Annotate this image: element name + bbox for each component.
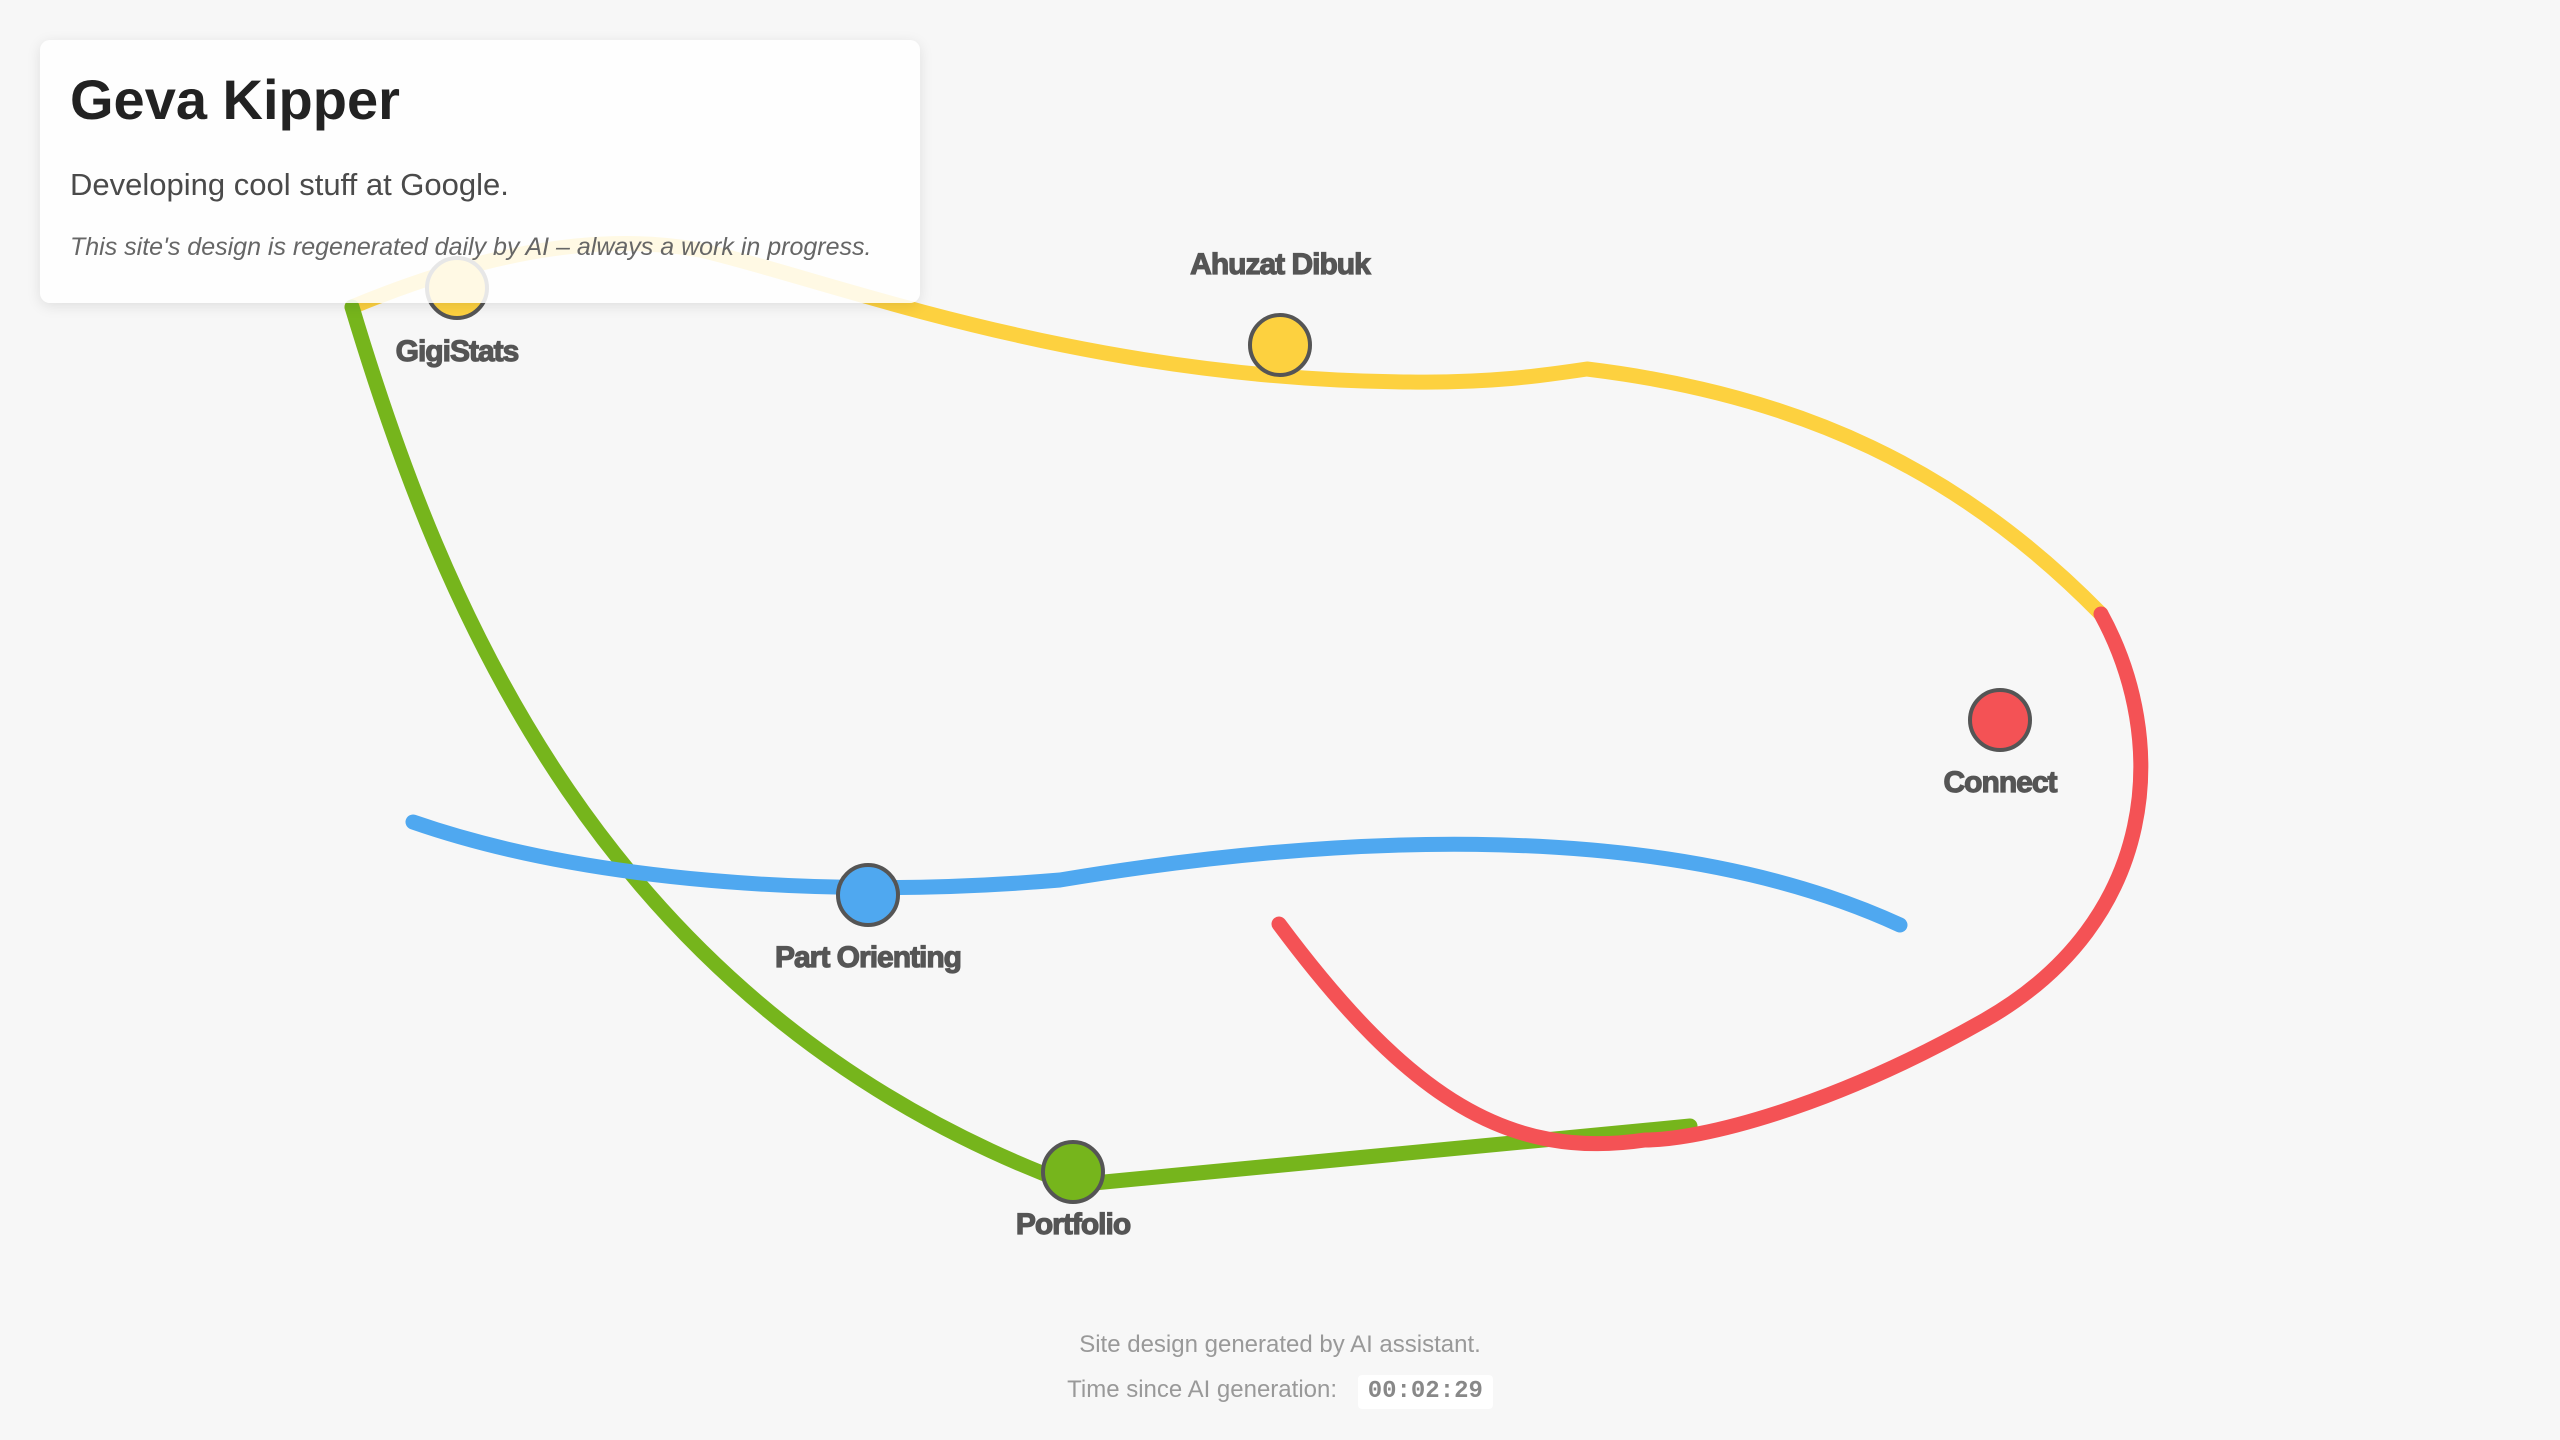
station-part-orienting[interactable]: Part Orienting xyxy=(774,863,963,975)
station-dot-connect[interactable] xyxy=(1968,688,2032,752)
green-line-route xyxy=(344,299,1698,1193)
header-card: Geva Kipper Developing cool stuff at Goo… xyxy=(40,40,920,303)
site-note: This site's design is regenerated daily … xyxy=(70,232,872,261)
station-portfolio[interactable]: Portfolio xyxy=(1015,1140,1132,1242)
site-tagline: Developing cool stuff at Google. xyxy=(70,167,509,203)
station-dot-ahuzat-dibuk[interactable] xyxy=(1248,313,1312,377)
station-label-portfolio[interactable]: Portfolio xyxy=(1015,1207,1132,1241)
blue-line-route xyxy=(405,814,1908,933)
station-dot-portfolio[interactable] xyxy=(1041,1140,1105,1204)
station-ahuzat-dibuk[interactable]: Ahuzat Dibuk xyxy=(1190,247,1373,377)
station-label-connect[interactable]: Connect xyxy=(1943,765,2059,799)
generation-timer: Time since AI generation: 00:02:29 xyxy=(0,1373,2560,1409)
timer-label: Time since AI generation: xyxy=(1067,1376,1338,1403)
station-label-gigistats[interactable]: GigiStats xyxy=(395,334,520,368)
routes-layer xyxy=(344,236,2149,1193)
station-label-part-orienting[interactable]: Part Orienting xyxy=(774,940,962,974)
footer: Site design generated by AI assistant. T… xyxy=(0,1330,2560,1409)
stations-layer: GigiStats Ahuzat Dibuk Connect Part Orienti… xyxy=(395,247,2059,1242)
station-dot-part-orienting[interactable] xyxy=(836,863,900,927)
footer-credit: Site design generated by AI assistant. xyxy=(1079,1331,1481,1358)
station-connect[interactable]: Connect xyxy=(1943,688,2059,800)
timer-value: 00:02:29 xyxy=(1357,1375,1493,1409)
station-label-ahuzat-dibuk[interactable]: Ahuzat Dibuk xyxy=(1190,247,1373,281)
red-line-route xyxy=(1271,606,2149,1152)
site-title: Geva Kipper xyxy=(70,68,400,131)
